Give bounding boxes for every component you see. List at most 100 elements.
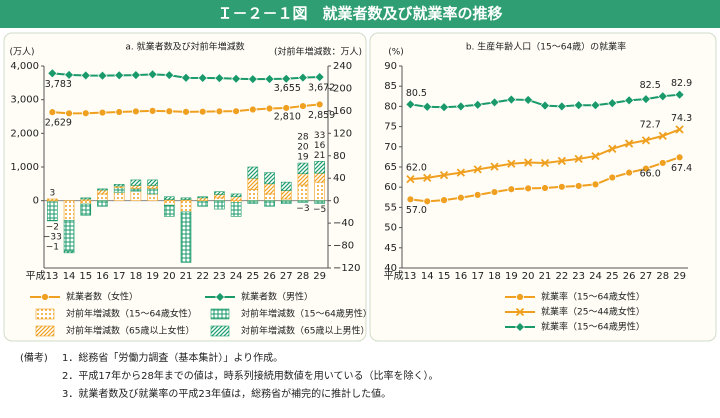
bar bbox=[147, 185, 158, 189]
value-label: 2,859 bbox=[308, 110, 335, 121]
point bbox=[557, 182, 566, 191]
point bbox=[507, 185, 516, 194]
point bbox=[524, 158, 533, 167]
point bbox=[456, 193, 465, 202]
point bbox=[608, 144, 617, 153]
point bbox=[607, 98, 618, 109]
y-tick-label: 75 bbox=[384, 122, 397, 133]
x-tick-label: 21 bbox=[180, 271, 193, 282]
bar bbox=[214, 197, 225, 201]
bar bbox=[297, 200, 309, 203]
bar bbox=[247, 189, 259, 201]
y2-tick-label: 160 bbox=[333, 106, 352, 117]
bar bbox=[297, 162, 309, 175]
point bbox=[590, 100, 601, 111]
x-tick-label: 29 bbox=[673, 271, 686, 282]
point bbox=[182, 107, 190, 116]
point bbox=[231, 73, 242, 84]
bar bbox=[147, 188, 158, 195]
y-tick-label: 60 bbox=[384, 182, 397, 193]
y-tick-label: 2,000 bbox=[10, 128, 39, 139]
panel-a bbox=[3, 32, 367, 342]
point bbox=[64, 69, 74, 80]
y-tick-label: 85 bbox=[384, 81, 397, 92]
x-tick-label: 27 bbox=[280, 271, 293, 282]
value-label: 62.0 bbox=[406, 163, 427, 174]
point bbox=[507, 159, 516, 168]
bar bbox=[130, 179, 142, 186]
point bbox=[198, 107, 207, 116]
point bbox=[315, 100, 324, 109]
legend-label: 対前年増減数（15～64歳男性） bbox=[241, 308, 372, 320]
value-label: 82.5 bbox=[640, 80, 661, 91]
x-tick-label: 26 bbox=[263, 271, 276, 282]
bar-label: 3 bbox=[49, 188, 55, 198]
bar bbox=[314, 161, 325, 174]
y2-tick-label: −120 bbox=[333, 263, 360, 274]
point bbox=[314, 72, 325, 82]
point bbox=[232, 107, 241, 116]
point bbox=[489, 97, 500, 108]
point bbox=[573, 100, 584, 111]
point bbox=[523, 95, 534, 105]
point bbox=[591, 151, 600, 161]
point bbox=[264, 74, 275, 84]
point bbox=[97, 70, 108, 81]
bar bbox=[230, 193, 242, 198]
y-tick-label: 3,000 bbox=[10, 95, 39, 106]
value-label: 57.0 bbox=[406, 205, 427, 216]
y2-tick-label: −80 bbox=[333, 241, 354, 252]
value-label: 3,672 bbox=[308, 83, 335, 94]
y-tick-label: 1,000 bbox=[10, 162, 39, 173]
bar bbox=[97, 193, 108, 201]
point bbox=[455, 101, 466, 112]
bar bbox=[197, 197, 209, 201]
bar bbox=[47, 220, 58, 222]
legend-label: 対前年増減数（65歳以上女性） bbox=[66, 325, 194, 337]
bar bbox=[314, 200, 325, 204]
x-tick-label: 18 bbox=[130, 271, 143, 282]
point bbox=[406, 174, 415, 184]
note: 2．平成17年から28年までの値は，時系列接続用数値を用いている（比率を除く）。 bbox=[62, 369, 439, 382]
bar bbox=[247, 177, 259, 190]
x-tick-label: 23 bbox=[572, 271, 585, 282]
point bbox=[197, 73, 208, 83]
point bbox=[164, 70, 175, 81]
bar-label: −5 bbox=[313, 205, 326, 215]
point bbox=[248, 105, 257, 114]
legend-label: 就業率（25～44歳女性） bbox=[541, 306, 645, 318]
value-label: 82.9 bbox=[671, 78, 692, 89]
point bbox=[423, 173, 432, 183]
x-tick-label: 18 bbox=[488, 271, 501, 282]
point bbox=[557, 156, 566, 166]
bar bbox=[113, 191, 125, 201]
x-tick-label: 19 bbox=[505, 271, 518, 282]
point bbox=[406, 195, 415, 204]
x-tick-label: 25 bbox=[606, 271, 619, 282]
y2-axis-label: (対前年増減数：万人) bbox=[274, 46, 362, 58]
bar bbox=[47, 198, 58, 201]
bar-label: 33 bbox=[314, 131, 325, 141]
value-label: 2,629 bbox=[45, 118, 72, 129]
bar bbox=[80, 203, 92, 216]
bar bbox=[297, 184, 309, 201]
legend-label: 対前年増減数（15～64歳女性） bbox=[66, 308, 197, 320]
y-tick-label: 40 bbox=[384, 263, 397, 274]
bar bbox=[214, 194, 225, 199]
bar-label: −3 bbox=[296, 204, 309, 214]
point bbox=[473, 190, 482, 199]
bar bbox=[197, 200, 209, 207]
point bbox=[81, 109, 90, 118]
point bbox=[506, 94, 517, 105]
y2-tick-label: 120 bbox=[333, 128, 352, 139]
point bbox=[115, 108, 124, 116]
note: 1．総務省「労働力調査（基本集計）」より作成。 bbox=[62, 351, 283, 364]
point bbox=[181, 72, 191, 83]
point bbox=[658, 131, 667, 141]
point bbox=[215, 107, 224, 116]
point bbox=[658, 159, 667, 167]
x-tick-label: 15 bbox=[79, 271, 92, 282]
legend-label: 就業率（15～64歳女性） bbox=[541, 291, 645, 303]
value-label: 3,655 bbox=[274, 83, 301, 94]
x-tick-label: 20 bbox=[522, 271, 535, 282]
